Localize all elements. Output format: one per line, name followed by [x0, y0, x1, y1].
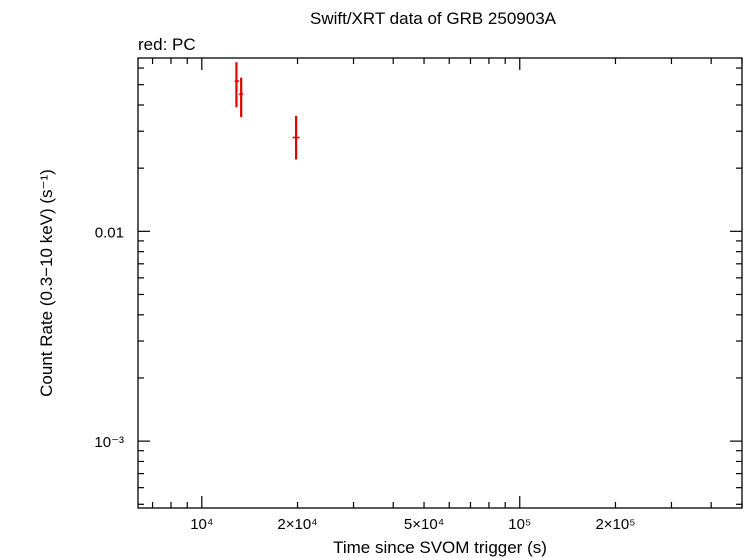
major-ticks [138, 58, 742, 508]
chart-subtitle: red: PC [138, 35, 196, 54]
data-point [292, 115, 300, 160]
data-point [234, 62, 240, 108]
x-tick-label: 2×10⁵ [595, 516, 635, 533]
x-tick-label: 5×10⁴ [404, 516, 444, 533]
x-tick-label: 10⁴ [190, 516, 213, 533]
y-tick-label: 0.01 [95, 224, 124, 241]
data-points [234, 62, 300, 160]
chart-title: Swift/XRT data of GRB 250903A [310, 9, 557, 28]
plot-frame [137, 57, 743, 509]
y-axis-label: Count Rate (0.3−10 keV) (s⁻¹) [37, 169, 56, 397]
data-point [239, 77, 244, 118]
x-tick-label: 2×10⁴ [277, 516, 317, 533]
y-tick-label: 10⁻³ [94, 434, 124, 451]
x-tick-label: 10⁵ [508, 516, 531, 533]
x-axis-label: Time since SVOM trigger (s) [333, 538, 547, 557]
minor-ticks [138, 58, 743, 508]
tick-labels: 10⁴ 2×10⁴ 5×10⁴ 10⁵ 2×10⁵ 0.01 10⁻³ [94, 224, 635, 533]
